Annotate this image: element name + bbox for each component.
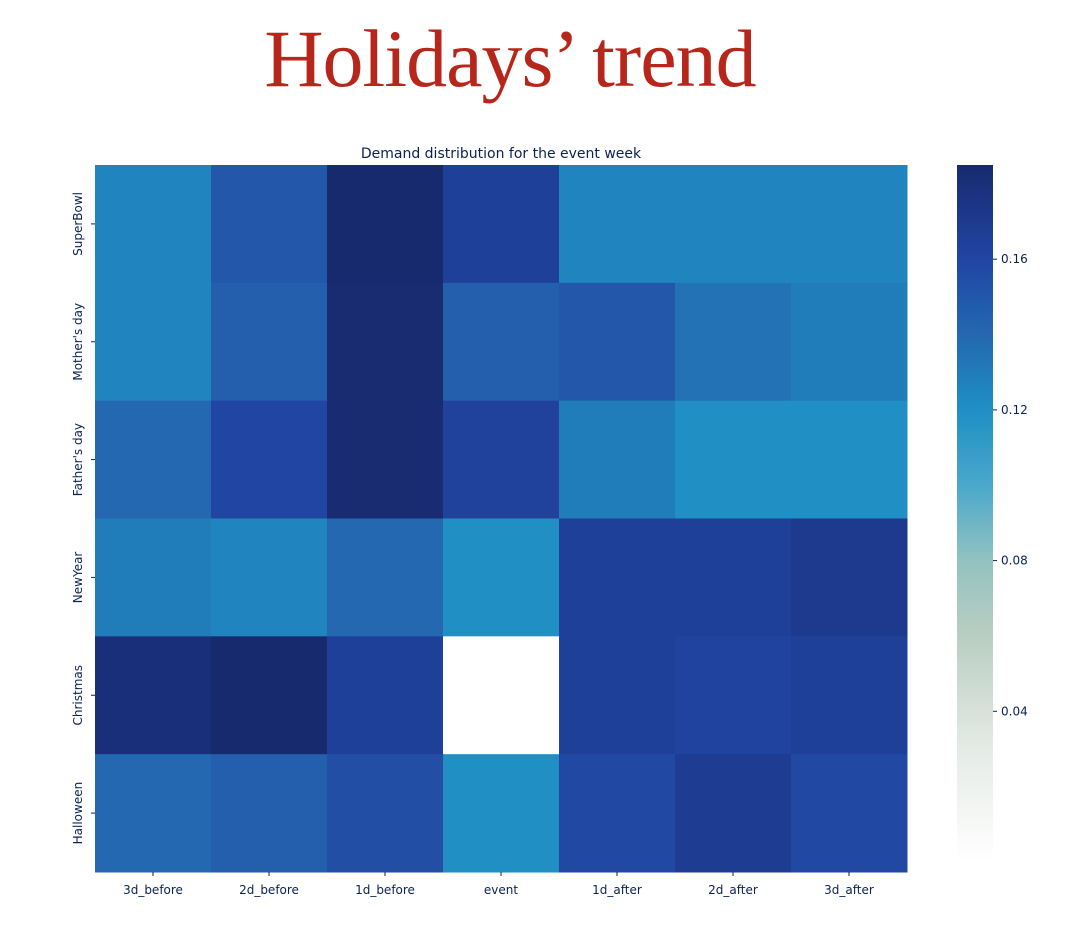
y-tick-label: SuperBowl xyxy=(71,192,85,256)
heatmap-cell-5-2 xyxy=(327,754,444,873)
heatmap-cell-0-5 xyxy=(675,165,792,284)
colorbar-tick-label: 0.12 xyxy=(1001,403,1028,417)
heatmap-cell-2-2 xyxy=(327,400,444,519)
heatmap-cell-4-1 xyxy=(211,636,328,755)
heatmap-cell-1-1 xyxy=(211,282,328,402)
heatmap-cell-1-0 xyxy=(95,282,212,402)
heatmap-cells xyxy=(95,165,908,873)
heatmap-cell-3-3 xyxy=(443,518,560,637)
heatmap-cell-5-1 xyxy=(211,754,328,873)
colorbar-gradient xyxy=(957,165,993,862)
heatmap-cell-3-2 xyxy=(327,518,444,637)
heatmap-cell-3-5 xyxy=(675,518,792,637)
heatmap-cell-1-6 xyxy=(791,282,908,402)
y-axis: SuperBowl Mother's day Father's day NewYear… xyxy=(71,192,95,844)
heatmap-cell-5-6 xyxy=(791,754,908,873)
x-tick-label: 3d_before xyxy=(123,883,183,897)
heatmap-cell-2-6 xyxy=(791,400,908,519)
chart-title: Demand distribution for the event week xyxy=(361,146,642,162)
colorbar-tick-label: 0.08 xyxy=(1001,554,1028,568)
heatmap-cell-4-6 xyxy=(791,636,908,755)
x-axis: 3d_before 2d_before 1d_before event 1d_after… xyxy=(123,872,874,897)
colorbar-tick-label: 0.04 xyxy=(1001,704,1028,718)
heatmap-cell-1-5 xyxy=(675,282,792,402)
heatmap-cell-5-0 xyxy=(95,754,212,873)
colorbar: 0.04 0.08 0.12 0.16 xyxy=(957,165,1028,862)
heatmap-cell-5-5 xyxy=(675,754,792,873)
x-tick-label: 2d_before xyxy=(239,883,299,897)
heatmap-cell-2-1 xyxy=(211,400,328,519)
x-tick-label: 3d_after xyxy=(824,883,874,897)
y-tick-label: NewYear xyxy=(71,552,85,604)
heatmap-cell-4-2 xyxy=(327,636,444,755)
heatmap-cell-0-0 xyxy=(95,165,212,284)
heatmap-cell-1-2 xyxy=(327,282,444,402)
heatmap-cell-4-5 xyxy=(675,636,792,755)
heatmap-cell-2-0 xyxy=(95,400,212,519)
heatmap-cell-3-1 xyxy=(211,518,328,637)
heatmap-cell-5-4 xyxy=(559,754,676,873)
heatmap-cell-0-1 xyxy=(211,165,328,284)
y-tick-label: Christmas xyxy=(71,665,85,726)
heatmap-cell-0-6 xyxy=(791,165,908,284)
heatmap-cell-0-2 xyxy=(327,165,444,284)
y-tick-label: Father's day xyxy=(71,423,85,496)
heatmap-cell-2-5 xyxy=(675,400,792,519)
heatmap-cell-2-3 xyxy=(443,400,560,519)
slide-title: Holidays’ trend xyxy=(264,13,756,104)
heatmap-cell-1-3 xyxy=(443,282,560,402)
x-tick-label: 1d_after xyxy=(592,883,642,897)
heatmap-cell-4-3 xyxy=(443,636,560,755)
heatmap-cell-3-4 xyxy=(559,518,676,637)
heatmap-cell-3-0 xyxy=(95,518,212,637)
heatmap-cell-1-4 xyxy=(559,282,676,402)
heatmap-cell-2-4 xyxy=(559,400,676,519)
colorbar-tick-label: 0.16 xyxy=(1001,252,1028,266)
y-tick-label: Halloween xyxy=(71,782,85,845)
x-tick-label: 1d_before xyxy=(355,883,415,897)
y-tick-label: Mother's day xyxy=(71,303,85,381)
heatmap-cell-0-4 xyxy=(559,165,676,284)
heatmap-cell-0-3 xyxy=(443,165,560,284)
x-tick-label: 2d_after xyxy=(708,883,758,897)
x-tick-label: event xyxy=(484,883,518,897)
heatmap-cell-3-6 xyxy=(791,518,908,637)
heatmap-cell-4-4 xyxy=(559,636,676,755)
heatmap-cell-4-0 xyxy=(95,636,212,755)
heatmap-cell-5-3 xyxy=(443,754,560,873)
